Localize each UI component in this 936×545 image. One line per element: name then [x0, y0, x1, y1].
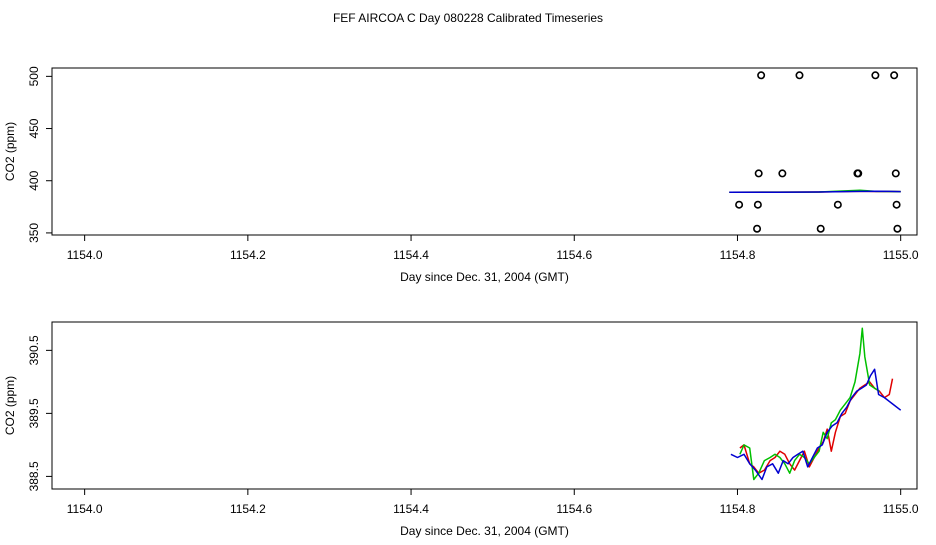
plot-marks — [729, 71, 902, 233]
data-point — [778, 169, 787, 178]
y-tick-label: 400 — [27, 170, 41, 190]
data-point — [893, 224, 902, 233]
x-axis-label: Day since Dec. 31, 2004 (GMT) — [400, 270, 569, 284]
data-point — [795, 71, 804, 80]
series-line-2 — [739, 327, 880, 481]
x-tick-label: 1154.0 — [67, 502, 103, 516]
x-axis-label: Day since Dec. 31, 2004 (GMT) — [400, 524, 569, 538]
data-point — [891, 169, 900, 178]
panel-top: 1154.0 1154.2 1154.4 1154.6 1154.8 1155.0 350 4… — [3, 66, 919, 284]
data-point — [753, 200, 762, 209]
x-tick-label: 1155.0 — [883, 502, 919, 516]
y-tick-label: 350 — [27, 223, 41, 243]
series-line-3 — [729, 190, 901, 193]
data-point — [753, 224, 762, 233]
y-tick-label: 388.5 — [27, 461, 41, 491]
y-axis-label: CO2 (ppm) — [3, 376, 17, 435]
data-point — [890, 71, 899, 80]
data-point — [754, 169, 763, 178]
data-point — [816, 224, 825, 233]
x-tick-label: 1154.0 — [67, 248, 103, 262]
x-tick-label: 1154.8 — [720, 248, 756, 262]
x-tick-label: 1154.6 — [556, 502, 592, 516]
x-tick-label: 1154.2 — [230, 248, 266, 262]
plot-marks — [730, 327, 902, 481]
data-point — [871, 71, 880, 80]
x-tick-label: 1155.0 — [883, 248, 919, 262]
data-point — [854, 169, 863, 178]
chart-title: FEF AIRCOA C Day 080228 Calibrated Times… — [333, 11, 603, 25]
y-tick-label: 450 — [27, 118, 41, 138]
data-point — [892, 200, 901, 209]
y-axis-label: CO2 (ppm) — [3, 122, 17, 181]
y-tick-label: 390.5 — [27, 335, 41, 365]
x-tick-label: 1154.8 — [720, 502, 756, 516]
x-tick-label: 1154.6 — [556, 248, 592, 262]
x-tick-label: 1154.4 — [393, 502, 429, 516]
y-tick-label: 389.5 — [27, 398, 41, 428]
series-line-3 — [730, 368, 902, 481]
plot-frame — [51, 321, 918, 490]
x-tick-label: 1154.2 — [230, 502, 266, 516]
series-line-1 — [739, 378, 894, 474]
data-point — [833, 200, 842, 209]
y-tick-label: 500 — [27, 66, 41, 86]
plot-frame — [51, 67, 918, 236]
x-tick-label: 1154.4 — [393, 248, 429, 262]
panel-bottom: 1154.0 1154.2 1154.4 1154.6 1154.8 1155.0 388.… — [3, 321, 919, 538]
data-point — [757, 71, 766, 80]
data-point — [735, 200, 744, 209]
